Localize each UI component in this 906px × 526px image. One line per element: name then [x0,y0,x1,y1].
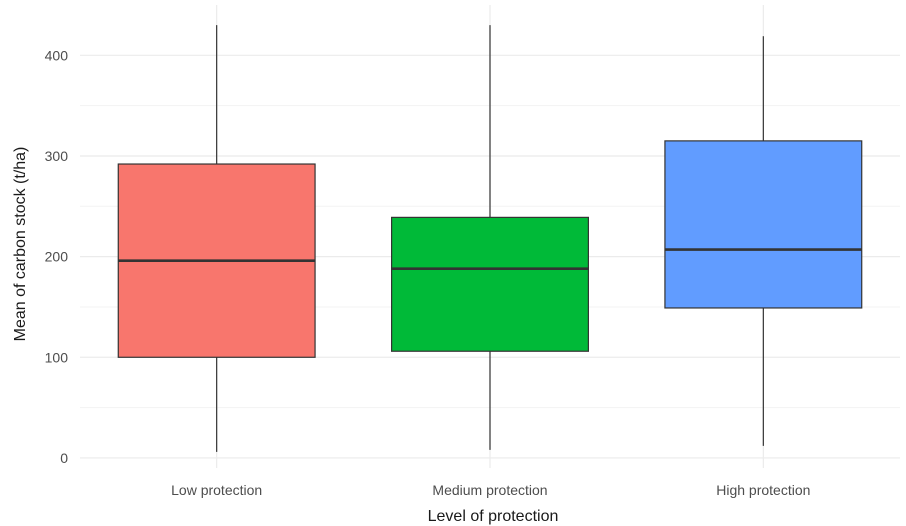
box-group [391,25,590,450]
y-tick-label: 200 [45,249,69,265]
box [391,216,590,352]
y-tick-label: 300 [45,148,69,164]
y-axis-ticks: 0 100 200 300 400 [45,47,69,466]
y-tick-label: 100 [45,349,69,365]
y-tick-label: 400 [45,47,69,63]
x-tick-label: Low protection [171,482,262,498]
y-axis-title: Mean of carbon stock (t/ha) [12,147,29,342]
x-axis-ticks: Low protection Medium protection High prot… [171,482,810,498]
x-tick-label: High protection [716,482,810,498]
box [664,140,863,309]
box-group [117,25,316,452]
x-axis-title: Level of protection [428,508,559,525]
y-tick-label: 0 [60,450,68,466]
x-tick-label: Medium protection [432,482,547,498]
boxes [117,25,863,452]
box-group [664,36,863,446]
